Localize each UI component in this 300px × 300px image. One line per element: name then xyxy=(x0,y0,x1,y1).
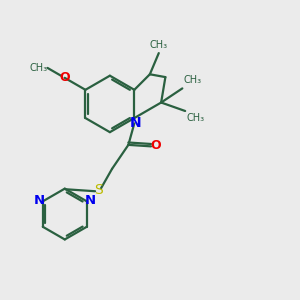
Text: O: O xyxy=(59,71,70,84)
Text: N: N xyxy=(85,194,96,207)
Text: N: N xyxy=(34,194,45,207)
Text: S: S xyxy=(94,183,103,197)
Text: CH₃: CH₃ xyxy=(150,40,168,50)
Text: CH₃: CH₃ xyxy=(184,75,202,85)
Text: N: N xyxy=(129,116,141,130)
Text: CH₃: CH₃ xyxy=(187,113,205,123)
Text: CH₃: CH₃ xyxy=(29,63,47,73)
Text: O: O xyxy=(150,139,161,152)
